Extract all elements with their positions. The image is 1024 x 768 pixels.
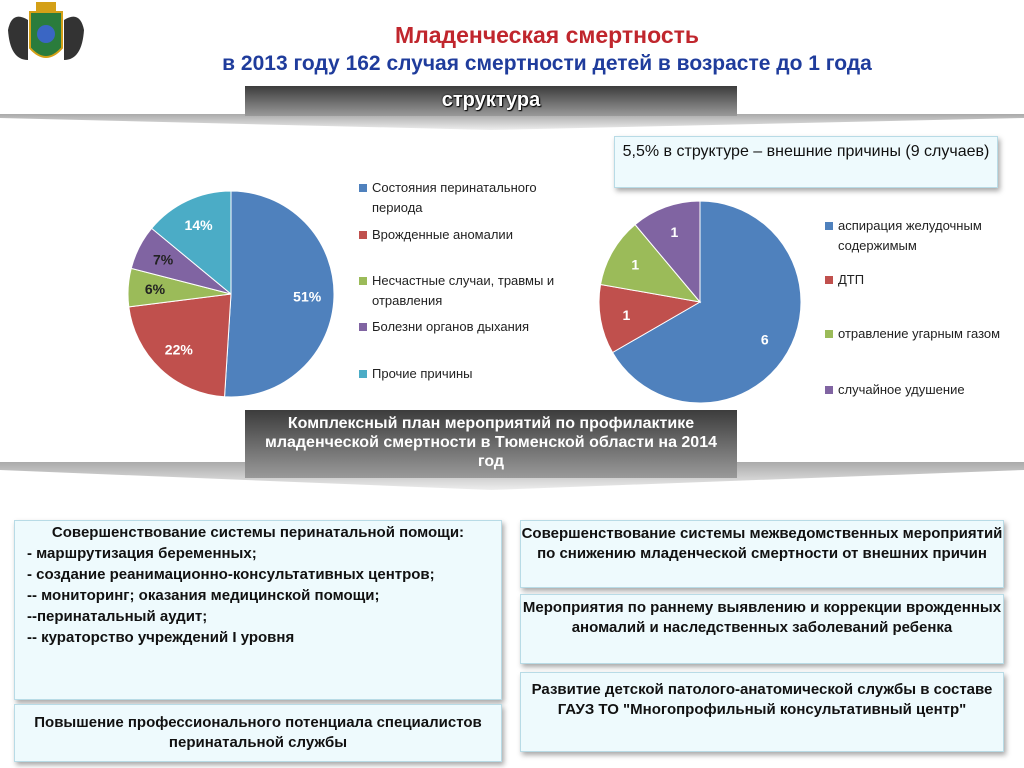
legend-swatch	[825, 386, 833, 394]
subtitle: в 2013 году 162 случая смертности детей …	[222, 52, 872, 75]
data-label: 51%	[293, 288, 322, 304]
legend-swatch	[359, 231, 367, 239]
box-heading: Совершенствование системы перинатальной …	[51, 524, 465, 541]
legend-item: Болезни органов дыхания	[359, 317, 572, 337]
data-label: 7%	[153, 251, 174, 267]
legend-swatch	[359, 323, 367, 331]
pie-slice	[598, 283, 702, 354]
data-label: 1	[631, 257, 639, 273]
legend-label: случайное удушение	[838, 382, 965, 397]
legend-item: отравление угарным газом	[825, 324, 1013, 344]
legend-label: аспирация желудочным содержимым	[838, 218, 982, 253]
legend-label: отравление угарным газом	[838, 326, 1001, 341]
legend-item: случайное удушение	[825, 380, 1013, 400]
legend-label: Состояния перинатального периода	[372, 180, 537, 215]
legend-label: Врожденные аномалии	[372, 227, 513, 242]
note-box: 5,5% в структуре – внешние причины (9 сл…	[614, 136, 998, 188]
list: - маршрутизация беременных; - создание ре…	[27, 544, 489, 648]
pie-slice	[599, 223, 702, 303]
pie-slice	[611, 200, 802, 404]
band-arrow	[0, 114, 1024, 130]
legend-label: Болезни органов дыхания	[372, 319, 530, 334]
legend-label: Несчастные случаи, травмы и отравления	[372, 273, 555, 308]
data-label: 6%	[145, 281, 166, 297]
legend-item: ДТП	[825, 270, 1013, 290]
legend-item: Несчастные случаи, травмы и отравления	[359, 271, 572, 311]
right-box: Развитие детской патолого-анатомической …	[520, 672, 1004, 752]
data-label: 22%	[165, 342, 194, 358]
banner-text: структура	[441, 89, 541, 111]
legend-swatch	[825, 222, 833, 230]
legend-swatch	[825, 330, 833, 338]
pie-slice	[128, 293, 232, 398]
banner	[245, 86, 737, 116]
emblem	[8, 2, 84, 61]
pie-slice	[224, 190, 335, 398]
legend-swatch	[359, 277, 367, 285]
data-label: 1	[671, 224, 679, 240]
legend-label: ДТП	[838, 272, 865, 287]
legend-item: Состояния перинатального периода	[359, 178, 572, 218]
legend-swatch	[359, 184, 367, 192]
legend-swatch	[359, 370, 367, 378]
right-box: Совершенствование системы межведомственн…	[520, 520, 1004, 588]
right-box: Мероприятия по раннему выявлению и корре…	[520, 594, 1004, 664]
legend-item: Прочие причины	[359, 364, 572, 384]
legend-item: Врожденные аномалии	[359, 225, 572, 245]
list-item: --перинатальный аудит;	[27, 608, 208, 625]
legend-label: Прочие причины	[372, 366, 473, 381]
list-item: - маршрутизация беременных;	[27, 545, 257, 562]
list-item: -- мониторинг; оказания медицинской помо…	[27, 587, 380, 604]
legend-item: аспирация желудочным содержимым	[825, 216, 1013, 256]
banner	[245, 410, 737, 478]
title: Младенческая смертность	[394, 22, 700, 48]
banner-text: Комплексный план мероприятий по профилак…	[265, 415, 717, 470]
legend-swatch	[825, 276, 833, 284]
data-label: 14%	[185, 217, 214, 233]
pie-slice	[150, 190, 232, 296]
left-box: Совершенствование системы перинатальной …	[14, 520, 502, 700]
data-label: 6	[761, 331, 769, 347]
data-label: 1	[622, 307, 630, 323]
list-item: -- кураторство учреждений I уровня	[27, 629, 295, 646]
left-bottom-box: Повышение профессионального потенциала с…	[14, 704, 502, 762]
list-item: - создание реанимационно-консультативных…	[27, 566, 435, 583]
pie-slice	[634, 200, 701, 304]
